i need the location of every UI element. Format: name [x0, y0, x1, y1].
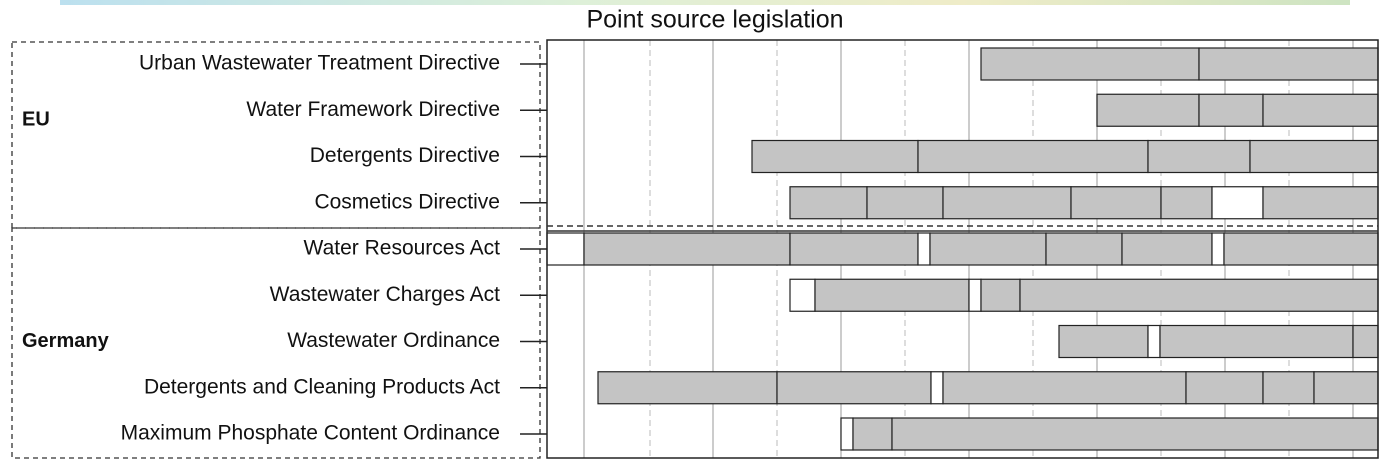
bar-segment	[1352, 324, 1379, 359]
bar-segment	[1160, 186, 1213, 220]
bar-segment	[1223, 232, 1379, 266]
bar-segment	[1096, 93, 1200, 127]
bar-segment	[1147, 139, 1251, 174]
bar-segment	[1211, 232, 1225, 266]
row-label: Wastewater Charges Act	[270, 283, 500, 306]
bar-segment	[789, 278, 816, 312]
bar-segment	[917, 232, 931, 266]
bar-segment	[1198, 93, 1264, 127]
bar-segment	[840, 417, 854, 451]
bar-segment	[814, 278, 970, 312]
bar-segment	[917, 139, 1149, 174]
bar-segment	[1198, 47, 1379, 81]
bar-segment	[776, 371, 932, 405]
title: Point source legislation	[586, 6, 843, 34]
bar-segment	[1147, 324, 1161, 359]
bar-segment	[968, 278, 982, 312]
top-strip	[60, 0, 1350, 5]
eu-box	[11, 41, 541, 229]
bar-segment	[789, 232, 919, 266]
bar-segment	[866, 186, 944, 220]
bar-segment	[1185, 371, 1264, 405]
bar-segment	[852, 417, 893, 451]
bar-segment	[597, 371, 778, 405]
bar-segment	[546, 232, 585, 266]
bar-segment	[1211, 186, 1264, 220]
row-label: Urban Wastewater Treatment Directive	[139, 52, 500, 75]
germany-box	[11, 227, 541, 459]
row-label: Water Framework Directive	[246, 98, 500, 121]
bar-segment	[751, 139, 919, 174]
row-label: Water Resources Act	[304, 237, 501, 260]
group-label: Germany	[22, 330, 110, 352]
row-label: Wastewater Ordinance	[287, 329, 500, 352]
row-label: Detergents Directive	[310, 144, 500, 167]
row-label: Maximum Phosphate Content Ordinance	[121, 422, 500, 445]
bar-segment	[929, 232, 1047, 266]
bar-segment	[980, 278, 1021, 312]
bar-segment	[1262, 371, 1315, 405]
bar-segment	[789, 186, 868, 220]
row-label: Detergents and Cleaning Products Act	[144, 375, 500, 398]
bar-segment	[583, 232, 791, 266]
labels: Urban Wastewater Treatment Directive Wate…	[22, 52, 547, 445]
bars	[546, 47, 1379, 451]
bar-segment	[930, 371, 944, 405]
bar-segment	[1262, 186, 1379, 220]
bar-segment	[980, 47, 1200, 81]
bar-segment	[942, 186, 1072, 220]
bar-segment	[942, 371, 1187, 405]
bar-segment	[1045, 232, 1123, 266]
bar-segment	[1058, 324, 1149, 359]
bar-segment	[1249, 139, 1379, 174]
bar-segment	[891, 417, 1379, 451]
bar-segment	[1262, 93, 1379, 127]
row-label: Cosmetics Directive	[314, 190, 500, 213]
bar-segment	[1313, 371, 1379, 405]
bar-segment	[1121, 232, 1213, 266]
group-label: EU	[22, 109, 50, 131]
bar-segment	[1070, 186, 1162, 220]
bar-segment	[1159, 324, 1354, 359]
bar-segment	[1019, 278, 1379, 312]
